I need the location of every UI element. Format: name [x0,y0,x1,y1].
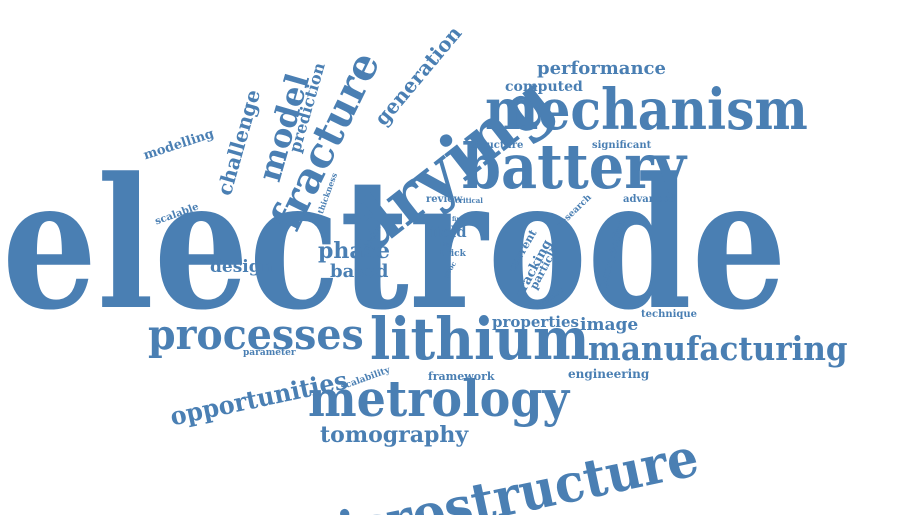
word-final: final [452,216,467,223]
word-image: image [580,315,639,335]
word-technique: technique [641,309,698,320]
word-significant: significant [592,140,652,151]
word-thick: thick [440,249,466,259]
word-critical: critical [455,196,483,205]
word-processes: processes [148,310,364,359]
word-performance: performance [537,58,666,79]
word-design: design [210,257,273,277]
word-advanced: advanced [623,194,676,205]
word-parameter: parameter [243,348,296,358]
word-metrology: metrology [308,369,570,428]
word-battery: battery [462,130,687,203]
word-lithium: lithium [370,305,590,373]
word-tomography: tomography [320,422,469,448]
word-electrode: electrode [2,139,787,350]
word-mechanism: mechanism [485,77,808,143]
word-review: review [426,194,463,205]
word-framework: framework [428,370,495,383]
word-field: field [430,223,467,241]
word-based: based [330,261,389,282]
word-structure: structure [471,140,524,151]
word-engineering: engineering [568,367,650,381]
word-computed: computed [505,79,583,95]
word-manufacturing: manufacturing [588,329,848,368]
word-properties: properties [492,313,579,331]
word-lib: lib [440,240,451,249]
word-phase: phase [318,238,391,264]
